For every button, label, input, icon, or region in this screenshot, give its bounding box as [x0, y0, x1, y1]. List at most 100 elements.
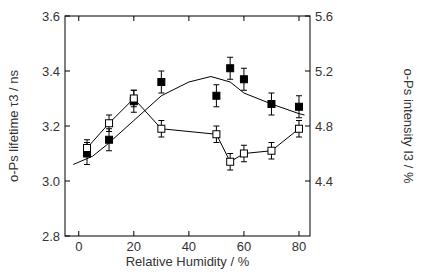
error-cap [241, 145, 247, 146]
error-cap [158, 137, 164, 138]
y-tick-label: 3.2 [42, 119, 60, 134]
data-point [295, 103, 302, 110]
y-tick [65, 16, 70, 17]
x-tick-top [133, 16, 134, 21]
error-cap [241, 68, 247, 69]
error-cap [227, 57, 233, 58]
error-cap [227, 170, 233, 171]
error-cap [213, 84, 219, 85]
data-point [240, 150, 247, 157]
plot-frame [65, 16, 310, 236]
error-bar [158, 121, 164, 138]
error-cap [268, 115, 274, 116]
y-tick-label: 2.8 [42, 229, 60, 244]
error-bar [241, 68, 247, 90]
error-cap [227, 79, 233, 80]
y-tick [65, 71, 70, 72]
y2-tick [305, 126, 310, 127]
y2-tick-label: 4.8 [315, 119, 333, 134]
error-bar [227, 154, 233, 171]
error-bar [241, 145, 247, 162]
error-cap [131, 90, 137, 91]
error-cap [296, 137, 302, 138]
error-bar [131, 90, 137, 107]
y2-tick [305, 181, 310, 182]
error-cap [268, 142, 274, 143]
data-point [295, 125, 302, 132]
error-cap [131, 90, 137, 91]
x-tick-label: 40 [182, 239, 196, 254]
data-point [213, 131, 220, 138]
error-cap [213, 126, 219, 127]
error-cap [131, 112, 137, 113]
error-cap [268, 159, 274, 160]
data-point [130, 95, 137, 102]
x-tick-label: 0 [75, 239, 82, 254]
x-tick [298, 231, 299, 236]
y2-tick-label: 5.2 [315, 64, 333, 79]
x-tick [243, 231, 244, 236]
error-cap [296, 117, 302, 118]
x-tick [133, 231, 134, 236]
error-cap [106, 131, 112, 132]
x-tick-top [188, 16, 189, 21]
error-cap [84, 156, 90, 157]
x-tick-top [243, 16, 244, 21]
error-bar [106, 115, 112, 132]
error-cap [241, 90, 247, 91]
data-point [227, 65, 234, 72]
chart: 0 20 40 60 80 2.8 3.0 3.2 3.4 3.6 4.4 4.8 5.2 5.6 Rela… [0, 0, 422, 275]
x-tick-top [298, 16, 299, 21]
error-cap [158, 120, 164, 121]
data-point [158, 79, 165, 86]
error-cap [158, 71, 164, 72]
error-bar [268, 143, 274, 160]
x-tick [78, 231, 79, 236]
error-cap [213, 142, 219, 143]
y-tick [65, 126, 70, 127]
y2-tick-label: 5.6 [315, 9, 333, 24]
data-point [227, 158, 234, 165]
x-axis-label: Relative Humidity / % [126, 254, 250, 269]
y2-axis-label: o-Ps intensity I3 / % [401, 69, 416, 184]
error-cap [131, 106, 137, 107]
error-cap [84, 139, 90, 140]
plot-marks [73, 57, 304, 170]
y-tick-label: 3.0 [42, 174, 60, 189]
x-tick [188, 231, 189, 236]
y2-tick [305, 16, 310, 17]
error-bar [213, 126, 219, 143]
series-line [87, 99, 299, 162]
error-cap [296, 120, 302, 121]
y-tick-label: 3.4 [42, 64, 60, 79]
data-point [213, 92, 220, 99]
x-tick-label: 80 [292, 239, 306, 254]
error-cap [241, 161, 247, 162]
x-tick-label: 20 [127, 239, 141, 254]
data-point [268, 147, 275, 154]
y2-tick-label: 4.4 [315, 174, 333, 189]
error-cap [296, 95, 302, 96]
y2-tick [305, 71, 310, 72]
error-bar [213, 85, 219, 107]
error-bar [106, 129, 112, 151]
series-line [73, 77, 304, 165]
x-tick-top [78, 16, 79, 21]
error-bar [131, 90, 137, 112]
error-cap [213, 106, 219, 107]
error-bar [296, 121, 302, 138]
y-tick [65, 181, 70, 182]
error-cap [84, 164, 90, 165]
error-bar [84, 140, 90, 157]
x-tick-label: 60 [237, 239, 251, 254]
y-tick [65, 236, 70, 237]
data-point [158, 125, 165, 132]
y-tick-label: 3.6 [42, 9, 60, 24]
error-cap [227, 153, 233, 154]
error-bar [158, 71, 164, 93]
data-point [106, 120, 113, 127]
data-point [240, 76, 247, 83]
y-axis-label: o-Ps lifetime τ3 / ns [6, 69, 21, 182]
error-cap [268, 93, 274, 94]
error-bar [227, 57, 233, 79]
